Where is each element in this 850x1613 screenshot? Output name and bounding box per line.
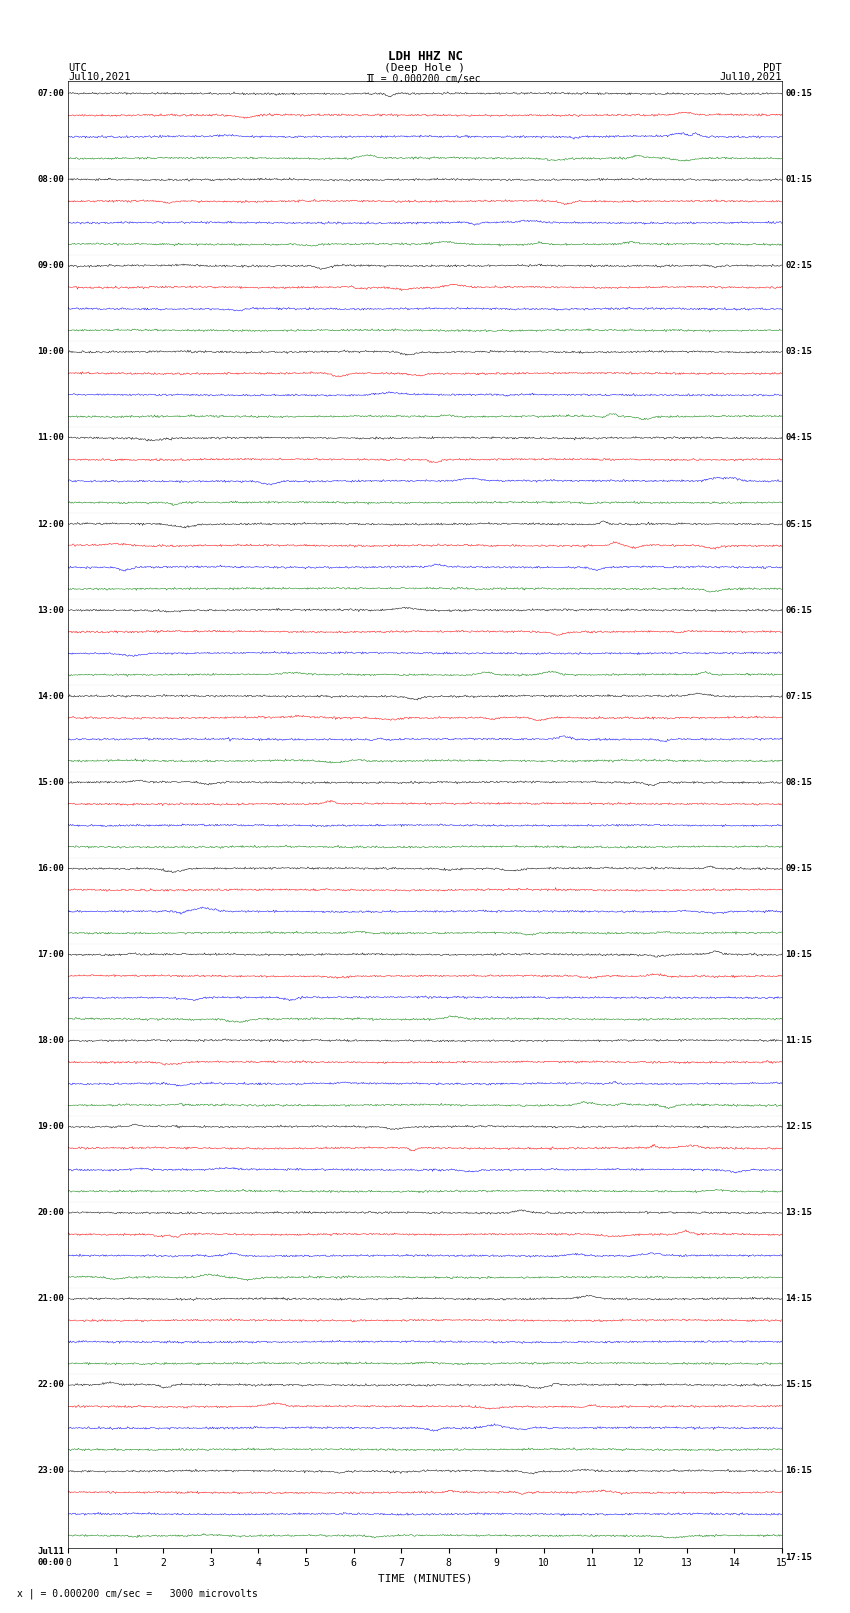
Text: 06:15: 06:15 [785, 605, 813, 615]
Text: 13:15: 13:15 [785, 1208, 813, 1218]
Text: 14:15: 14:15 [785, 1294, 813, 1303]
Text: 11:15: 11:15 [785, 1036, 813, 1045]
Text: 14:00: 14:00 [37, 692, 65, 700]
Text: 13:00: 13:00 [37, 605, 65, 615]
Text: 07:15: 07:15 [785, 692, 813, 700]
Text: I = 0.000200 cm/sec: I = 0.000200 cm/sec [369, 74, 481, 84]
Text: 02:15: 02:15 [785, 261, 813, 271]
Text: 00:15: 00:15 [785, 89, 813, 98]
Text: 16:15: 16:15 [785, 1466, 813, 1476]
Text: 10:15: 10:15 [785, 950, 813, 960]
Text: 12:15: 12:15 [785, 1123, 813, 1131]
Text: 08:00: 08:00 [37, 176, 65, 184]
Text: Jul10,2021: Jul10,2021 [68, 73, 131, 82]
Text: 01:15: 01:15 [785, 176, 813, 184]
Text: 09:15: 09:15 [785, 865, 813, 873]
Text: 04:15: 04:15 [785, 434, 813, 442]
Text: 11:00: 11:00 [37, 434, 65, 442]
Text: (Deep Hole ): (Deep Hole ) [384, 63, 466, 73]
Text: PDT: PDT [763, 63, 782, 73]
Text: x | = 0.000200 cm/sec =   3000 microvolts: x | = 0.000200 cm/sec = 3000 microvolts [17, 1589, 258, 1598]
Text: Jul10,2021: Jul10,2021 [719, 73, 782, 82]
Text: 12:00: 12:00 [37, 519, 65, 529]
Text: 16:00: 16:00 [37, 865, 65, 873]
Text: 10:00: 10:00 [37, 347, 65, 356]
Text: 17:00: 17:00 [37, 950, 65, 960]
Text: 09:00: 09:00 [37, 261, 65, 271]
Text: 18:00: 18:00 [37, 1036, 65, 1045]
Text: UTC: UTC [68, 63, 87, 73]
X-axis label: TIME (MINUTES): TIME (MINUTES) [377, 1574, 473, 1584]
Text: 21:00: 21:00 [37, 1294, 65, 1303]
Text: 15:00: 15:00 [37, 777, 65, 787]
Text: 03:15: 03:15 [785, 347, 813, 356]
Text: Jul11
00:00: Jul11 00:00 [37, 1547, 65, 1566]
Text: 20:00: 20:00 [37, 1208, 65, 1218]
Text: I: I [366, 74, 373, 84]
Text: 15:15: 15:15 [785, 1381, 813, 1389]
Text: 22:00: 22:00 [37, 1381, 65, 1389]
Text: LDH HHZ NC: LDH HHZ NC [388, 50, 462, 63]
Text: 05:15: 05:15 [785, 519, 813, 529]
Text: 17:15: 17:15 [785, 1553, 813, 1561]
Text: 08:15: 08:15 [785, 777, 813, 787]
Text: 23:00: 23:00 [37, 1466, 65, 1476]
Text: 19:00: 19:00 [37, 1123, 65, 1131]
Text: 07:00: 07:00 [37, 89, 65, 98]
